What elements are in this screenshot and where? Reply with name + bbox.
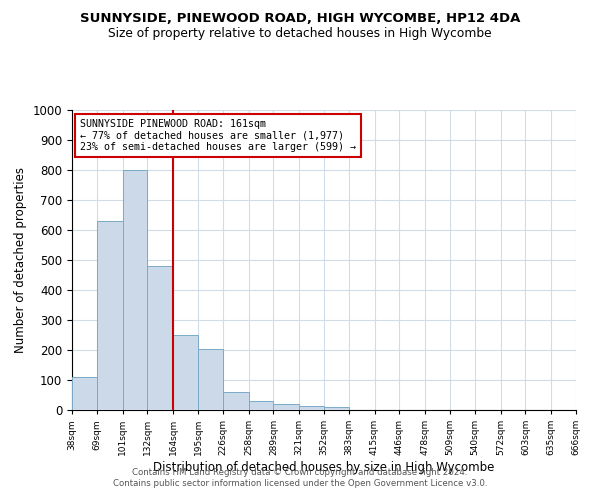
Bar [248,401,274,410]
Bar [274,404,299,410]
Bar [122,170,148,410]
Bar [198,348,223,410]
Bar [97,221,122,410]
Y-axis label: Number of detached properties: Number of detached properties [14,167,27,353]
Bar [173,335,198,410]
Bar [223,392,248,410]
Bar [324,407,349,410]
Text: Contains HM Land Registry data © Crown copyright and database right 2024.
Contai: Contains HM Land Registry data © Crown c… [113,468,487,487]
Bar [72,377,97,410]
Bar [299,406,324,410]
Text: SUNNYSIDE PINEWOOD ROAD: 161sqm
← 77% of detached houses are smaller (1,977)
23%: SUNNYSIDE PINEWOOD ROAD: 161sqm ← 77% of… [80,119,356,152]
Text: SUNNYSIDE, PINEWOOD ROAD, HIGH WYCOMBE, HP12 4DA: SUNNYSIDE, PINEWOOD ROAD, HIGH WYCOMBE, … [80,12,520,26]
X-axis label: Distribution of detached houses by size in High Wycombe: Distribution of detached houses by size … [154,461,494,474]
Text: Size of property relative to detached houses in High Wycombe: Size of property relative to detached ho… [108,28,492,40]
Bar [148,266,173,410]
